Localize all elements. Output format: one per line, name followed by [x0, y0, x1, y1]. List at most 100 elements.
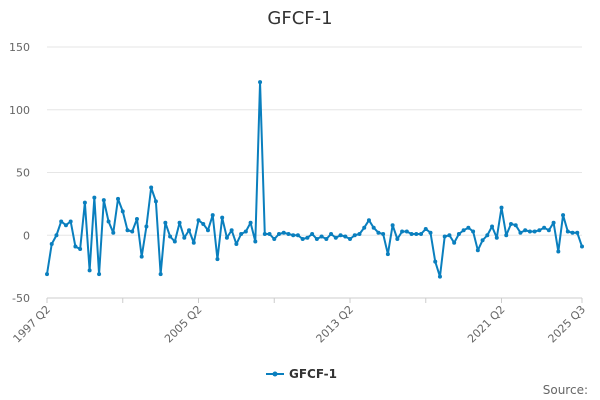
data-point — [333, 235, 338, 240]
data-point — [381, 232, 386, 236]
data-point — [120, 209, 125, 214]
data-point — [125, 228, 130, 233]
data-point — [542, 225, 547, 230]
data-point — [527, 229, 532, 234]
data-point — [258, 80, 263, 85]
data-point — [116, 196, 121, 201]
data-point — [300, 237, 305, 242]
data-point — [447, 233, 452, 238]
data-point — [551, 220, 556, 225]
data-point — [490, 224, 495, 229]
data-point — [295, 233, 300, 238]
data-point — [324, 237, 329, 242]
legend[interactable]: GFCF-1 — [266, 367, 337, 381]
data-point — [153, 199, 158, 204]
data-point — [395, 237, 400, 242]
data-point — [267, 232, 272, 236]
data-point — [537, 228, 542, 233]
x-tick-label: 2025 Q3 — [546, 303, 589, 346]
x-tick-label: 2013 Q2 — [314, 303, 357, 346]
data-point — [130, 229, 135, 234]
y-tick-label: -50 — [12, 292, 30, 305]
data-point — [210, 213, 215, 218]
data-point — [362, 225, 367, 230]
series-line — [46, 81, 583, 278]
legend-label: GFCF-1 — [289, 367, 337, 381]
data-point — [92, 195, 97, 200]
data-point — [45, 272, 49, 277]
data-point — [139, 254, 144, 259]
data-point — [466, 225, 471, 230]
data-point — [419, 232, 424, 236]
data-point — [532, 229, 537, 234]
data-point — [442, 234, 447, 239]
x-tick-label: 1997 Q2 — [11, 303, 54, 346]
data-point — [158, 272, 163, 277]
data-point — [253, 239, 258, 244]
data-point — [523, 228, 528, 233]
data-point — [546, 228, 551, 233]
data-point — [580, 244, 584, 249]
data-point — [437, 274, 442, 279]
data-point — [291, 233, 296, 238]
data-point — [281, 230, 286, 235]
data-point — [338, 233, 343, 238]
data-point — [215, 257, 220, 262]
data-point — [78, 247, 83, 252]
data-point — [400, 229, 405, 234]
data-point — [575, 230, 580, 235]
data-point — [201, 221, 206, 226]
data-point — [348, 237, 353, 242]
data-point — [452, 240, 457, 245]
data-point — [177, 220, 182, 225]
data-point — [513, 223, 518, 228]
data-point — [262, 232, 267, 236]
data-point — [106, 219, 111, 224]
legend-marker — [272, 371, 278, 377]
data-point — [243, 229, 248, 234]
data-point — [168, 234, 173, 239]
data-point — [518, 230, 523, 235]
series-layer — [45, 80, 584, 279]
data-point — [504, 233, 509, 238]
data-point — [97, 272, 102, 277]
data-point — [433, 259, 438, 264]
data-point — [499, 205, 504, 210]
data-point — [248, 220, 253, 225]
data-point — [82, 200, 87, 205]
data-point — [475, 248, 480, 253]
data-point — [49, 242, 54, 247]
data-point — [376, 230, 381, 235]
data-point — [423, 226, 428, 231]
data-point — [73, 244, 78, 249]
data-point — [172, 239, 177, 244]
data-point — [234, 242, 239, 247]
data-point — [561, 213, 566, 218]
data-point — [485, 233, 490, 238]
data-point — [111, 230, 116, 235]
data-point — [409, 232, 414, 236]
data-point — [87, 268, 92, 273]
y-tick-label: 150 — [9, 41, 30, 54]
data-point — [182, 235, 187, 240]
data-point — [196, 218, 201, 223]
data-point — [59, 219, 64, 224]
data-point — [556, 249, 561, 254]
data-point — [191, 240, 196, 245]
chart-title: GFCF-1 — [267, 8, 332, 29]
data-point — [508, 221, 513, 226]
source-label[interactable]: Source: — [543, 383, 588, 397]
data-point — [163, 220, 168, 225]
y-tick-label: 100 — [9, 104, 30, 117]
data-point — [456, 232, 461, 236]
x-tick-label: 2005 Q2 — [162, 303, 205, 346]
data-point — [366, 218, 371, 223]
data-point — [343, 234, 348, 239]
data-point — [329, 232, 334, 236]
data-point — [305, 235, 310, 240]
data-point — [310, 232, 315, 236]
data-point — [385, 252, 390, 257]
x-tick-label: 2021 Q2 — [465, 303, 508, 346]
